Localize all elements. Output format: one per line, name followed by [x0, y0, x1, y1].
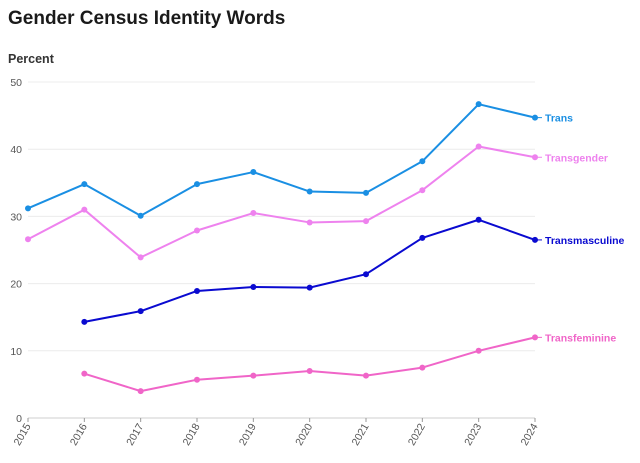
x-tick-label: 2023 — [462, 421, 484, 447]
y-tick-label: 40 — [10, 144, 22, 156]
point-transfeminine — [250, 372, 257, 379]
y-tick-label: 10 — [10, 346, 22, 358]
series-label-transmasculine: Transmasculine — [545, 235, 625, 247]
line-transmasculine — [84, 218, 536, 323]
point-transgender — [475, 143, 482, 150]
line-transgender — [27, 145, 536, 259]
point-transmasculine — [250, 283, 257, 290]
point-trans — [419, 158, 426, 165]
point-trans — [475, 101, 482, 108]
point-transmasculine — [419, 234, 426, 241]
x-axis-ticks: 2015 2016 2017 2018 2019 2020 2021 2022 2023 2024 — [12, 418, 541, 448]
point-transfeminine — [419, 364, 426, 371]
point-transfeminine — [81, 370, 88, 377]
series-label-transfeminine: Transfeminine — [545, 332, 616, 344]
point-transgender — [81, 206, 88, 213]
point-transfeminine — [137, 388, 144, 395]
point-transmasculine — [81, 318, 88, 325]
line-transfeminine — [84, 336, 536, 393]
point-transfeminine — [475, 347, 482, 354]
x-tick-label: 2019 — [237, 421, 259, 447]
series-label-trans: Trans — [545, 113, 573, 125]
point-transgender — [306, 219, 313, 226]
line-trans — [27, 103, 536, 217]
point-trans — [137, 212, 144, 219]
point-transmasculine — [475, 216, 482, 223]
x-tick-label: 2017 — [124, 421, 146, 447]
y-tick-label: 30 — [10, 211, 22, 223]
point-trans — [250, 169, 257, 176]
point-transgender — [419, 187, 426, 194]
point-transgender — [363, 218, 369, 225]
series-points — [25, 101, 538, 395]
point-trans — [81, 181, 88, 188]
point-transgender — [137, 254, 144, 261]
point-transfeminine — [306, 367, 313, 374]
x-tick-label: 2018 — [181, 421, 203, 447]
y-tick-label: 50 — [10, 77, 22, 89]
point-transfeminine — [363, 372, 369, 379]
point-trans — [306, 188, 313, 195]
x-tick-label: 2020 — [293, 421, 315, 447]
point-transfeminine — [194, 376, 200, 383]
point-transmasculine — [363, 271, 369, 278]
x-tick-label: 2016 — [68, 421, 90, 447]
gridlines — [28, 81, 535, 419]
series-label-transgender: Transgender — [545, 152, 608, 164]
x-tick-label: 2024 — [519, 421, 541, 447]
point-trans — [194, 181, 200, 188]
point-transmasculine — [137, 308, 144, 315]
point-transgender — [250, 210, 257, 217]
point-transgender — [25, 236, 31, 243]
y-axis-ticks: 0 10 20 30 40 50 — [10, 77, 22, 425]
x-tick-label: 2022 — [406, 421, 428, 447]
point-transmasculine — [194, 287, 200, 294]
x-tick-label: 2015 — [12, 421, 34, 447]
x-tick-label: 2021 — [350, 421, 372, 447]
series-labels: Trans Transgender Transmasculine Transfemin… — [535, 113, 625, 344]
chart-title: Gender Census Identity Words — [8, 8, 286, 29]
point-trans — [25, 205, 31, 212]
y-axis-label: Percent — [8, 52, 54, 66]
point-transgender — [194, 227, 200, 234]
y-tick-label: 20 — [10, 279, 22, 291]
series-lines — [27, 103, 536, 393]
y-tick-label: 0 — [16, 413, 22, 425]
point-trans — [363, 189, 369, 196]
point-transmasculine — [306, 284, 313, 291]
